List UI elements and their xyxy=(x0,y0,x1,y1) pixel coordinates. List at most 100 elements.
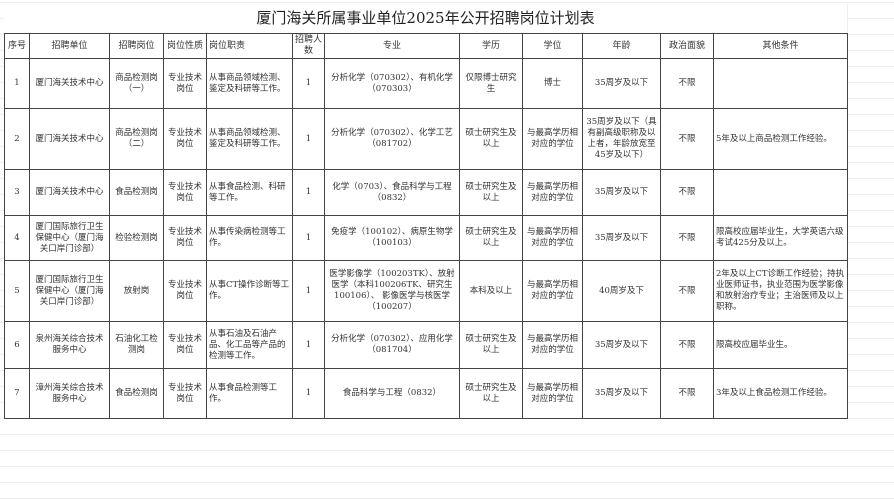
cell-age[interactable]: 35周岁及以下（具有副高级职称及以上者，年龄放宽至45岁及以下） xyxy=(582,108,661,170)
cell-other[interactable]: 3年及以上食品检测工作经验。 xyxy=(713,368,848,419)
cell-age[interactable]: 40周岁及下 xyxy=(582,260,661,322)
cell-count[interactable]: 1 xyxy=(292,169,325,216)
cell-nature[interactable]: 专业技术岗位 xyxy=(163,58,207,109)
cell-political[interactable]: 不限 xyxy=(660,58,714,109)
cell-major[interactable]: 分析化学（070302）、应用化学（081704） xyxy=(324,321,460,369)
table-row: 2 厦门海关技术中心 商品检测岗（二） 专业技术岗位 从事商品领域检测、鉴定及科研等工作… xyxy=(4,108,848,170)
cell-position[interactable]: 商品检测岗（一） xyxy=(109,58,164,109)
cell-seq[interactable]: 6 xyxy=(4,321,30,369)
cell-position[interactable]: 放射岗 xyxy=(109,260,164,322)
cell-degree[interactable]: 与最高学历相对应的学位 xyxy=(522,169,583,216)
cell-duties[interactable]: 从事商品领域检测、鉴定及科研等工作。 xyxy=(206,108,293,170)
cell-degree[interactable]: 与最高学历相对应的学位 xyxy=(522,108,583,170)
cell-major[interactable]: 化学（0703）、食品科学与工程（0832） xyxy=(324,169,460,216)
cell-seq[interactable]: 2 xyxy=(4,108,30,170)
cell-count[interactable]: 1 xyxy=(292,368,325,419)
header-count: 招聘人数 xyxy=(292,33,325,59)
cell-count[interactable]: 1 xyxy=(292,215,325,261)
cell-age[interactable]: 35周岁及以下 xyxy=(582,321,661,369)
cell-education[interactable]: 本科及以上 xyxy=(459,260,523,322)
cell-seq[interactable]: 1 xyxy=(4,58,30,109)
cell-degree[interactable]: 与最高学历相对应的学位 xyxy=(522,368,583,419)
cell-unit[interactable]: 厦门国际旅行卫生保健中心（厦门海关口岸门诊部） xyxy=(29,260,110,322)
cell-age[interactable]: 35周岁及以下 xyxy=(582,58,661,109)
header-seq: 序号 xyxy=(4,33,30,59)
header-major: 专业 xyxy=(324,33,460,59)
cell-education[interactable]: 仅限博士研究生 xyxy=(459,58,523,109)
cell-other[interactable] xyxy=(713,169,848,216)
cell-position[interactable]: 食品检测岗 xyxy=(109,169,164,216)
cell-age[interactable]: 35周岁及以下 xyxy=(582,215,661,261)
cell-seq[interactable]: 3 xyxy=(4,169,30,216)
cell-other[interactable]: 限高校应届毕业生，大学英语六级考试425分及以上。 xyxy=(713,215,848,261)
cell-count[interactable]: 1 xyxy=(292,58,325,109)
cell-education[interactable]: 硕士研究生及以上 xyxy=(459,215,523,261)
cell-unit[interactable]: 厦门海关技术中心 xyxy=(29,169,110,216)
cell-duties[interactable]: 从事食品检测、科研等工作。 xyxy=(206,169,293,216)
header-row: 序号 招聘单位 招聘岗位 岗位性质 岗位职责 招聘人数 专业 学历 学位 年龄 政治面貌 其他条件 xyxy=(4,33,848,59)
table-row: 3 厦门海关技术中心 食品检测岗 专业技术岗位 从事食品检测、科研等工作。 1 化学（070… xyxy=(4,169,848,216)
cell-duties[interactable]: 从事食品检测等工作。 xyxy=(206,368,293,419)
header-duties: 岗位职责 xyxy=(206,33,293,59)
cell-major[interactable]: 免疫学（100102）、病原生物学（100103） xyxy=(324,215,460,261)
cell-nature[interactable]: 专业技术岗位 xyxy=(163,321,207,369)
cell-political[interactable]: 不限 xyxy=(660,169,714,216)
cell-duties[interactable]: 从事石油及石油产品、化工品等产品的检测等工作。 xyxy=(206,321,293,369)
cell-position[interactable]: 商品检测岗（二） xyxy=(109,108,164,170)
cell-unit[interactable]: 漳州海关综合技术服务中心 xyxy=(29,368,110,419)
cell-other[interactable] xyxy=(713,58,848,109)
page-title: 厦门海关所属事业单位2025年公开招聘岗位计划表 xyxy=(4,4,847,33)
cell-duties[interactable]: 从事商品领域检测、鉴定及科研等工作。 xyxy=(206,58,293,109)
cell-count[interactable]: 1 xyxy=(292,321,325,369)
cell-nature[interactable]: 专业技术岗位 xyxy=(163,260,207,322)
sheet-extra-column xyxy=(847,4,888,418)
cell-nature[interactable]: 专业技术岗位 xyxy=(163,215,207,261)
cell-major[interactable]: 分析化学（070302）、有机化学（070303） xyxy=(324,58,460,109)
cell-seq[interactable]: 4 xyxy=(4,215,30,261)
cell-degree[interactable]: 与最高学历相对应的学位 xyxy=(522,321,583,369)
cell-unit[interactable]: 厦门海关技术中心 xyxy=(29,58,110,109)
cell-education[interactable]: 硕士研究生及以上 xyxy=(459,169,523,216)
recruitment-table: 序号 招聘单位 招聘岗位 岗位性质 岗位职责 招聘人数 专业 学历 学位 年龄 政治面貌 其他条件 1… xyxy=(4,33,848,419)
cell-unit[interactable]: 厦门海关技术中心 xyxy=(29,108,110,170)
cell-political[interactable]: 不限 xyxy=(660,260,714,322)
header-other: 其他条件 xyxy=(713,33,848,59)
cell-age[interactable]: 35周岁及以下 xyxy=(582,169,661,216)
cell-age[interactable]: 35周岁及以下 xyxy=(582,368,661,419)
cell-major[interactable]: 分析化学（070302）、化学工艺（081702） xyxy=(324,108,460,170)
cell-seq[interactable]: 7 xyxy=(4,368,30,419)
cell-degree[interactable]: 博士 xyxy=(522,58,583,109)
cell-degree[interactable]: 与最高学历相对应的学位 xyxy=(522,260,583,322)
cell-count[interactable]: 1 xyxy=(292,260,325,322)
cell-position[interactable]: 检验检测岗 xyxy=(109,215,164,261)
cell-nature[interactable]: 专业技术岗位 xyxy=(163,169,207,216)
cell-political[interactable]: 不限 xyxy=(660,215,714,261)
table-row: 6 泉州海关综合技术服务中心 石油化工检测岗 专业技术岗位 从事石油及石油产品、化工品等… xyxy=(4,321,848,369)
cell-political[interactable]: 不限 xyxy=(660,108,714,170)
header-political: 政治面貌 xyxy=(660,33,714,59)
cell-seq[interactable]: 5 xyxy=(4,260,30,322)
cell-nature[interactable]: 专业技术岗位 xyxy=(163,368,207,419)
table-row: 1 厦门海关技术中心 商品检测岗（一） 专业技术岗位 从事商品领域检测、鉴定及科研等工作… xyxy=(4,58,848,109)
cell-unit[interactable]: 厦门国际旅行卫生保健中心（厦门海关口岸门诊部） xyxy=(29,215,110,261)
cell-duties[interactable]: 从事传染病检测等工作。 xyxy=(206,215,293,261)
cell-major[interactable]: 食品科学与工程（0832） xyxy=(324,368,460,419)
cell-count[interactable]: 1 xyxy=(292,108,325,170)
cell-political[interactable]: 不限 xyxy=(660,368,714,419)
cell-other[interactable]: 2年及以上CT诊断工作经验；持执业医师证书，执业范围为医学影像和放射治疗专业；主… xyxy=(713,260,848,322)
cell-nature[interactable]: 专业技术岗位 xyxy=(163,108,207,170)
table-row: 4 厦门国际旅行卫生保健中心（厦门海关口岸门诊部） 检验检测岗 专业技术岗位 从事传染病… xyxy=(4,215,848,261)
cell-political[interactable]: 不限 xyxy=(660,321,714,369)
cell-major[interactable]: 医学影像学（100203TK）、放射医学（本科100206TK、研究生10010… xyxy=(324,260,460,322)
cell-unit[interactable]: 泉州海关综合技术服务中心 xyxy=(29,321,110,369)
cell-position[interactable]: 食品检测岗 xyxy=(109,368,164,419)
cell-duties[interactable]: 从事CT操作诊断等工作。 xyxy=(206,260,293,322)
cell-education[interactable]: 硕士研究生及以上 xyxy=(459,368,523,419)
cell-other[interactable]: 5年及以上商品检测工作经验。 xyxy=(713,108,848,170)
cell-degree[interactable]: 与最高学历相对应的学位 xyxy=(522,215,583,261)
table-row: 7 漳州海关综合技术服务中心 食品检测岗 专业技术岗位 从事食品检测等工作。 1 食品科学与… xyxy=(4,368,848,419)
cell-education[interactable]: 硕士研究生及以上 xyxy=(459,108,523,170)
cell-education[interactable]: 硕士研究生及以上 xyxy=(459,321,523,369)
cell-other[interactable]: 限高校应届毕业生。 xyxy=(713,321,848,369)
cell-position[interactable]: 石油化工检测岗 xyxy=(109,321,164,369)
